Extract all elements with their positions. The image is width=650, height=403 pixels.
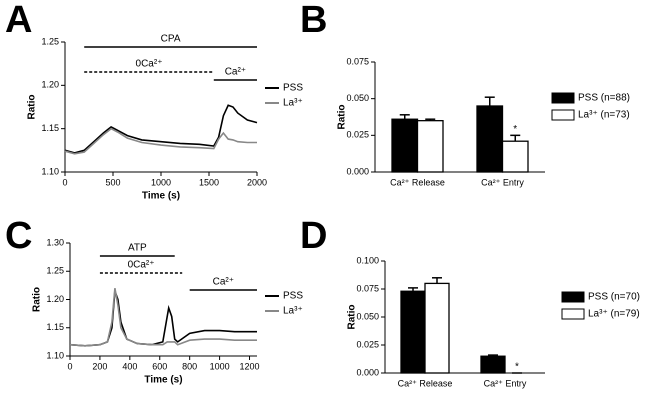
x-tick-label: Ca²⁺ Release [398,378,453,388]
y-tick-label: 0.000 [356,367,379,377]
x-tick-label: Ca²⁺ Entry [481,177,524,187]
x-tick-label: 800 [182,361,197,371]
y-tick-label: 0.050 [356,311,379,321]
y-axis-title: Ratio [32,287,43,312]
legend-label: La³⁺ (n=79) [588,309,640,320]
x-tick-label: 200 [92,361,107,371]
legend-label: La³⁺ [283,98,303,109]
bar [391,118,419,173]
x-tick-label: 2000 [247,177,267,187]
y-tick-label: 1.10 [41,166,59,176]
panel-letter: C [5,215,32,257]
x-tick-label: 400 [122,361,137,371]
annotation-label: Ca²⁺ [225,67,246,78]
legend-label: PSS [283,291,303,302]
x-tick-label: Ca²⁺ Entry [484,378,527,388]
bar [400,290,426,374]
x-tick-label: 1000 [151,177,171,187]
annotation-label: ATP [128,243,147,254]
y-axis-title: Ratio [27,95,38,120]
bar [501,140,529,173]
y-tick-label: 1.15 [41,123,59,133]
y-tick-label: 0.100 [356,255,379,265]
y-axis-title: Ratio [347,305,358,330]
x-tick-label: 1500 [199,177,219,187]
x-tick-label: 0 [62,177,67,187]
legend-swatch [551,92,575,104]
x-tick-label: 1000 [210,361,230,371]
bar [416,120,444,173]
trace [64,127,257,155]
trace [69,288,257,347]
y-tick-label: 1.30 [46,237,64,247]
legend-swatch [551,109,575,121]
y-tick-label: 1.10 [46,350,64,360]
legend-label: La³⁺ (n=73) [578,110,630,121]
legend-label: PSS [283,83,303,94]
legend-swatch [561,291,585,303]
y-axis-title: Ratio [337,105,348,130]
x-tick-label: 0 [67,361,72,371]
y-tick-label: 1.20 [46,294,64,304]
panel-letter: D [300,215,327,257]
panel-letter: B [300,0,327,41]
annotation-label: CPA [161,34,181,45]
annotation-label: Ca²⁺ [213,277,234,288]
x-axis-title: Time (s) [142,191,180,202]
y-tick-label: 1.25 [41,36,59,46]
trace [64,104,258,154]
y-tick-label: 0.000 [346,166,369,176]
y-tick-label: 0.075 [356,283,379,293]
x-axis-title: Time (s) [144,375,182,386]
significance: * [513,124,517,135]
significance: * [515,362,519,373]
y-tick-label: 1.20 [41,80,59,90]
x-tick-label: Ca²⁺ Release [390,177,445,187]
y-tick-label: 0.050 [346,93,369,103]
annotation-label: 0Ca²⁺ [136,59,163,70]
x-tick-label: 500 [105,177,120,187]
legend-label: PSS (n=88) [578,93,630,104]
y-tick-label: 0.025 [346,130,369,140]
annotation-label: 0Ca²⁺ [128,260,155,271]
y-tick-label: 0.025 [356,339,379,349]
y-tick-label: 0.075 [346,56,369,66]
bar [476,105,504,173]
x-tick-label: 600 [152,361,167,371]
trace [69,290,257,347]
y-tick-label: 1.25 [46,266,64,276]
x-tick-label: 1200 [240,361,260,371]
legend-label: PSS (n=70) [588,292,640,303]
bar [424,282,450,374]
panel-letter: A [5,0,32,41]
bar [480,355,506,374]
legend-swatch [561,308,585,320]
legend-label: La³⁺ [283,306,303,317]
y-tick-label: 1.15 [46,322,64,332]
